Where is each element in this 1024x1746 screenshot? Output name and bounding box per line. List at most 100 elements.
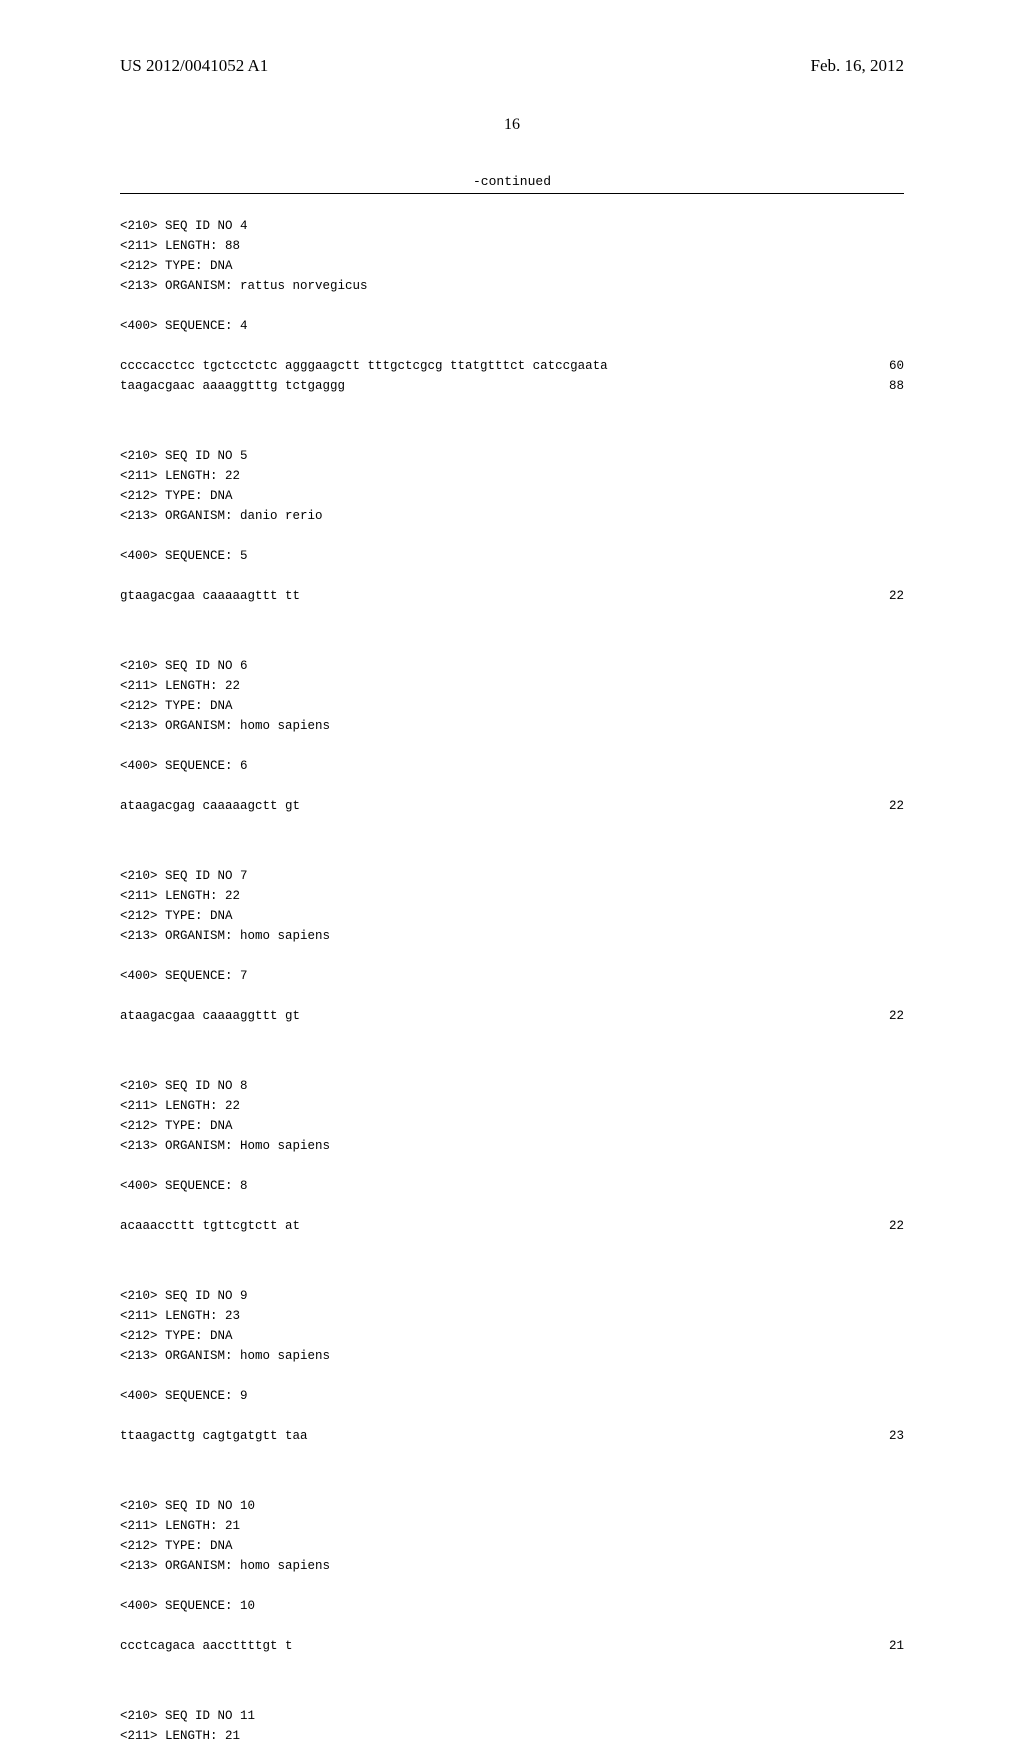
sequence-block: <210> SEQ ID NO 11<211> LENGTH: 21: [120, 1706, 904, 1746]
sequence-position: 22: [864, 586, 904, 606]
sequence-position: 22: [864, 1006, 904, 1026]
sequence-block: <210> SEQ ID NO 10<211> LENGTH: 21<212> …: [120, 1496, 904, 1696]
blank-line: [120, 1406, 904, 1426]
listing-line: <211> LENGTH: 22: [120, 676, 904, 696]
sequence-position: 23: [864, 1426, 904, 1446]
publication-number: US 2012/0041052 A1: [120, 56, 268, 76]
listing-line: <400> SEQUENCE: 10: [120, 1596, 904, 1616]
page-header: US 2012/0041052 A1 Feb. 16, 2012: [120, 56, 904, 76]
listing-line: <211> LENGTH: 88: [120, 236, 904, 256]
sequence-text: ataagacgag caaaaagctt gt: [120, 796, 300, 816]
sequence-block: <210> SEQ ID NO 7<211> LENGTH: 22<212> T…: [120, 866, 904, 1066]
listing-line: <213> ORGANISM: homo sapiens: [120, 1556, 904, 1576]
sequence-position: 22: [864, 796, 904, 816]
listing-line: <400> SEQUENCE: 8: [120, 1176, 904, 1196]
listing-line: <210> SEQ ID NO 10: [120, 1496, 904, 1516]
blank-line: [120, 606, 904, 626]
listing-line: <400> SEQUENCE: 6: [120, 756, 904, 776]
sequence-row: ccctcagaca aaccttttgt t21: [120, 1636, 904, 1656]
publication-date: Feb. 16, 2012: [811, 56, 905, 76]
listing-line: <212> TYPE: DNA: [120, 906, 904, 926]
sequence-text: ataagacgaa caaaaggttt gt: [120, 1006, 300, 1026]
blank-line: [120, 626, 904, 646]
listing-line: <210> SEQ ID NO 9: [120, 1286, 904, 1306]
blank-line: [120, 1196, 904, 1216]
blank-line: [120, 336, 904, 356]
sequence-row: ttaagacttg cagtgatgtt taa 23: [120, 1426, 904, 1446]
blank-line: [120, 736, 904, 756]
sequence-block: <210> SEQ ID NO 8<211> LENGTH: 22<212> T…: [120, 1076, 904, 1276]
sequence-text: ccccacctcc tgctcctctc agggaagctt tttgctc…: [120, 356, 608, 376]
listing-line: <210> SEQ ID NO 4: [120, 216, 904, 236]
blank-line: [120, 1046, 904, 1066]
listing-line: <210> SEQ ID NO 6: [120, 656, 904, 676]
listing-line: <210> SEQ ID NO 11: [120, 1706, 904, 1726]
listing-line: <212> TYPE: DNA: [120, 256, 904, 276]
blank-line: [120, 946, 904, 966]
sequence-row: taagacgaac aaaaggtttg tctgaggg 88: [120, 376, 904, 396]
blank-line: [120, 1466, 904, 1486]
listing-line: <212> TYPE: DNA: [120, 1536, 904, 1556]
listing-line: <213> ORGANISM: homo sapiens: [120, 1346, 904, 1366]
listing-line: <210> SEQ ID NO 5: [120, 446, 904, 466]
sequence-block: <210> SEQ ID NO 5<211> LENGTH: 22<212> T…: [120, 446, 904, 646]
blank-line: [120, 1616, 904, 1636]
blank-line: [120, 1236, 904, 1256]
sequence-row: acaaaccttt tgttcgtctt at 22: [120, 1216, 904, 1236]
sequence-row: ccccacctcc tgctcctctc agggaagctt tttgctc…: [120, 356, 904, 376]
listing-line: <213> ORGANISM: homo sapiens: [120, 716, 904, 736]
listing-line: <211> LENGTH: 21: [120, 1516, 904, 1536]
sequence-text: ttaagacttg cagtgatgtt taa: [120, 1426, 308, 1446]
sequence-row: gtaagacgaa caaaaagttt tt 22: [120, 586, 904, 606]
sequence-position: 60: [864, 356, 904, 376]
sequence-block: <210> SEQ ID NO 4<211> LENGTH: 88<212> T…: [120, 216, 904, 436]
blank-line: [120, 1576, 904, 1596]
listing-line: <211> LENGTH: 22: [120, 1096, 904, 1116]
listing-line: <400> SEQUENCE: 7: [120, 966, 904, 986]
blank-line: [120, 1656, 904, 1676]
sequence-block: <210> SEQ ID NO 6<211> LENGTH: 22<212> T…: [120, 656, 904, 856]
listing-line: <211> LENGTH: 22: [120, 886, 904, 906]
blank-line: [120, 776, 904, 796]
sequence-text: taagacgaac aaaaggtttg tctgaggg: [120, 376, 345, 396]
blank-line: [120, 836, 904, 856]
sequence-position: 88: [864, 376, 904, 396]
listing-line: <212> TYPE: DNA: [120, 1116, 904, 1136]
listing-line: <211> LENGTH: 22: [120, 466, 904, 486]
listing-line: <213> ORGANISM: Homo sapiens: [120, 1136, 904, 1156]
blank-line: [120, 526, 904, 546]
blank-line: [120, 1256, 904, 1276]
sequence-listing: <210> SEQ ID NO 4<211> LENGTH: 88<212> T…: [120, 216, 904, 1746]
listing-line: <213> ORGANISM: rattus norvegicus: [120, 276, 904, 296]
listing-line: <210> SEQ ID NO 7: [120, 866, 904, 886]
blank-line: [120, 1156, 904, 1176]
blank-line: [120, 396, 904, 416]
listing-line: <400> SEQUENCE: 9: [120, 1386, 904, 1406]
listing-line: <212> TYPE: DNA: [120, 1326, 904, 1346]
listing-line: <212> TYPE: DNA: [120, 486, 904, 506]
blank-line: [120, 296, 904, 316]
blank-line: [120, 986, 904, 1006]
sequence-text: gtaagacgaa caaaaagttt tt: [120, 586, 300, 606]
listing-line: <213> ORGANISM: homo sapiens: [120, 926, 904, 946]
sequence-row: ataagacgag caaaaagctt gt 22: [120, 796, 904, 816]
sequence-block: <210> SEQ ID NO 9<211> LENGTH: 23<212> T…: [120, 1286, 904, 1486]
horizontal-rule: [120, 193, 904, 194]
continued-label: -continued: [120, 174, 904, 189]
blank-line: [120, 816, 904, 836]
blank-line: [120, 1446, 904, 1466]
blank-line: [120, 1676, 904, 1696]
listing-line: <211> LENGTH: 21: [120, 1726, 904, 1746]
sequence-row: ataagacgaa caaaaggttt gt 22: [120, 1006, 904, 1026]
sequence-position: 22: [864, 1216, 904, 1236]
listing-line: <400> SEQUENCE: 4: [120, 316, 904, 336]
listing-line: <210> SEQ ID NO 8: [120, 1076, 904, 1096]
page-number: 16: [120, 116, 904, 134]
sequence-position: 21: [864, 1636, 904, 1656]
listing-line: <212> TYPE: DNA: [120, 696, 904, 716]
sequence-text: acaaaccttt tgttcgtctt at: [120, 1216, 300, 1236]
listing-line: <211> LENGTH: 23: [120, 1306, 904, 1326]
blank-line: [120, 1366, 904, 1386]
listing-line: <400> SEQUENCE: 5: [120, 546, 904, 566]
listing-line: <213> ORGANISM: danio rerio: [120, 506, 904, 526]
